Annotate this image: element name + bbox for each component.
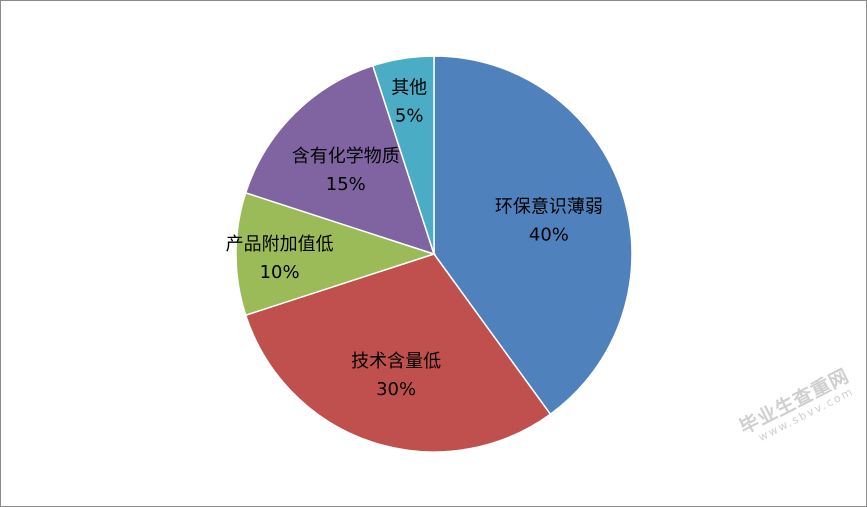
slice-category-label: 其他 <box>391 78 427 99</box>
slice-percent-label: 40% <box>529 225 569 246</box>
slice-percent-label: 15% <box>326 174 366 195</box>
slice-category-label: 环保意识薄弱 <box>495 197 603 218</box>
slice-category-label: 产品附加值低 <box>226 234 334 255</box>
pie-slice-4 <box>244 64 436 256</box>
slice-percent-label: 30% <box>376 379 416 400</box>
slice-category-label: 技术含量低 <box>351 351 441 372</box>
slice-category-label: 含有化学物质 <box>292 146 400 167</box>
pie-slice-3 <box>235 191 437 317</box>
slice-percent-label: 10% <box>260 262 300 283</box>
slice-percent-label: 5% <box>395 106 424 127</box>
pie-slice-5 <box>371 55 435 255</box>
pie-slice-2 <box>244 253 552 453</box>
pie-slice-1 <box>433 55 633 416</box>
